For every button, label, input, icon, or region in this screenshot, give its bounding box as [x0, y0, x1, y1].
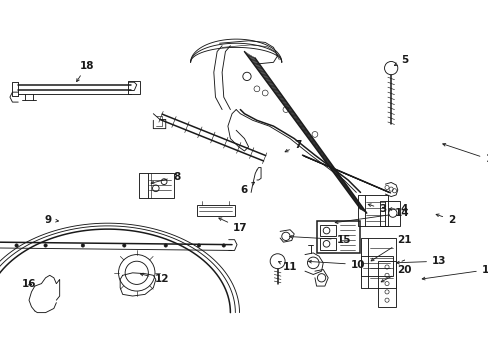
- Bar: [316, 221, 359, 253]
- Text: 15: 15: [289, 235, 350, 245]
- Bar: [361, 256, 392, 276]
- Text: 18: 18: [77, 60, 94, 82]
- Bar: [377, 261, 395, 307]
- Circle shape: [81, 244, 84, 247]
- Bar: [364, 195, 387, 226]
- Bar: [319, 225, 336, 237]
- Text: 8: 8: [151, 172, 180, 184]
- Bar: [367, 238, 395, 288]
- Text: 1: 1: [442, 143, 488, 164]
- Text: 2: 2: [435, 214, 454, 225]
- Text: 11: 11: [278, 261, 297, 272]
- Circle shape: [15, 244, 18, 247]
- Text: 3: 3: [367, 204, 386, 214]
- Circle shape: [222, 244, 225, 247]
- Bar: [385, 201, 400, 226]
- Text: 10: 10: [308, 260, 365, 270]
- Text: 4: 4: [388, 204, 407, 214]
- Circle shape: [122, 244, 126, 247]
- Bar: [147, 174, 174, 198]
- Circle shape: [413, 273, 427, 286]
- Text: 20: 20: [381, 265, 411, 282]
- Bar: [197, 205, 234, 216]
- Text: 5: 5: [394, 55, 407, 66]
- Text: 9: 9: [44, 215, 59, 225]
- Circle shape: [197, 244, 200, 247]
- Text: 7: 7: [285, 140, 302, 152]
- Text: 19: 19: [421, 265, 488, 280]
- Text: 6: 6: [241, 182, 254, 195]
- Bar: [319, 238, 336, 249]
- Text: 14: 14: [334, 208, 408, 224]
- Text: 21: 21: [370, 235, 411, 261]
- Text: 12: 12: [140, 273, 168, 284]
- Text: 17: 17: [219, 218, 247, 233]
- Bar: [128, 81, 140, 94]
- Text: 13: 13: [396, 256, 446, 266]
- Circle shape: [164, 244, 167, 247]
- Circle shape: [44, 244, 47, 247]
- Text: 16: 16: [21, 279, 36, 289]
